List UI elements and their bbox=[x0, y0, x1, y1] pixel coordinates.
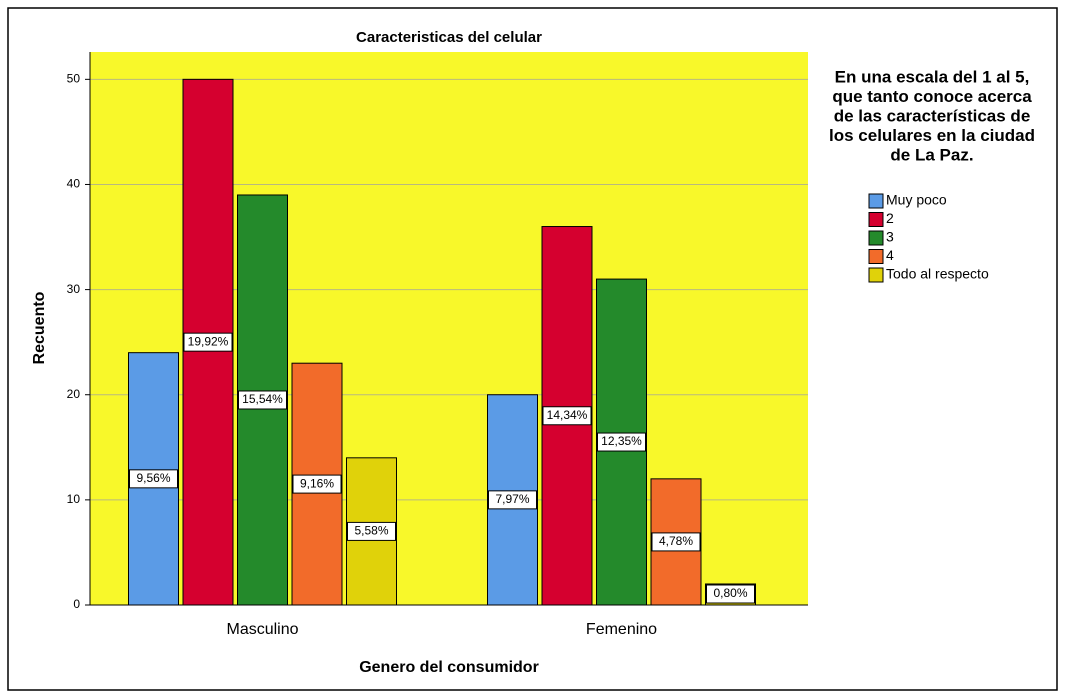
legend-title: los celulares en la ciudad bbox=[829, 126, 1035, 145]
data-label: 12,35% bbox=[601, 434, 642, 448]
label-box bbox=[292, 474, 342, 494]
label-box bbox=[488, 490, 537, 510]
data-label: 9,56% bbox=[136, 471, 170, 485]
x-axis-label: Genero del consumidor bbox=[359, 659, 539, 676]
data-label: 5,58% bbox=[354, 524, 388, 538]
y-tick-label: 30 bbox=[67, 282, 81, 296]
legend-swatch bbox=[868, 193, 884, 209]
label-box bbox=[183, 332, 233, 352]
x-tick-label: Masculino bbox=[226, 621, 298, 638]
y-axis-label: Recuento bbox=[31, 291, 48, 364]
data-label: 4,78% bbox=[659, 534, 693, 548]
label-box bbox=[542, 406, 592, 426]
data-label: 0,80% bbox=[713, 586, 747, 600]
label-box bbox=[651, 532, 701, 552]
y-tick-label: 20 bbox=[67, 387, 81, 401]
data-label: 15,54% bbox=[242, 392, 283, 406]
label-box bbox=[129, 469, 178, 489]
x-tick-label: Femenino bbox=[586, 621, 657, 638]
legend-swatch bbox=[868, 267, 884, 283]
legend-title: En una escala del 1 al 5, bbox=[835, 67, 1030, 86]
label-box bbox=[238, 390, 287, 410]
label-box bbox=[597, 432, 646, 452]
legend-label: Todo al respecto bbox=[886, 266, 989, 282]
y-tick-label: 50 bbox=[67, 72, 81, 86]
label-box bbox=[347, 521, 396, 541]
legend-swatch bbox=[868, 230, 884, 246]
legend-label: 2 bbox=[886, 210, 894, 226]
data-label: 14,34% bbox=[547, 408, 588, 422]
legend-label: 3 bbox=[886, 229, 894, 245]
label-box bbox=[706, 584, 755, 604]
y-tick-label: 40 bbox=[67, 177, 81, 191]
legend-title: que tanto conoce acerca bbox=[832, 87, 1032, 106]
data-label: 9,16% bbox=[300, 476, 334, 490]
legend-label: Muy poco bbox=[886, 192, 947, 208]
data-label: 19,92% bbox=[188, 334, 229, 348]
chart-title: Caracteristicas del celular bbox=[356, 29, 542, 46]
legend-swatch bbox=[868, 249, 884, 264]
legend-title: de las características de bbox=[834, 106, 1031, 125]
legend-label: 4 bbox=[886, 247, 894, 263]
legend-title: de La Paz. bbox=[890, 145, 973, 164]
data-label: 7,97% bbox=[495, 492, 529, 506]
y-tick-label: 10 bbox=[67, 492, 81, 506]
legend-swatch bbox=[868, 212, 884, 227]
y-tick-label: 0 bbox=[73, 597, 80, 611]
